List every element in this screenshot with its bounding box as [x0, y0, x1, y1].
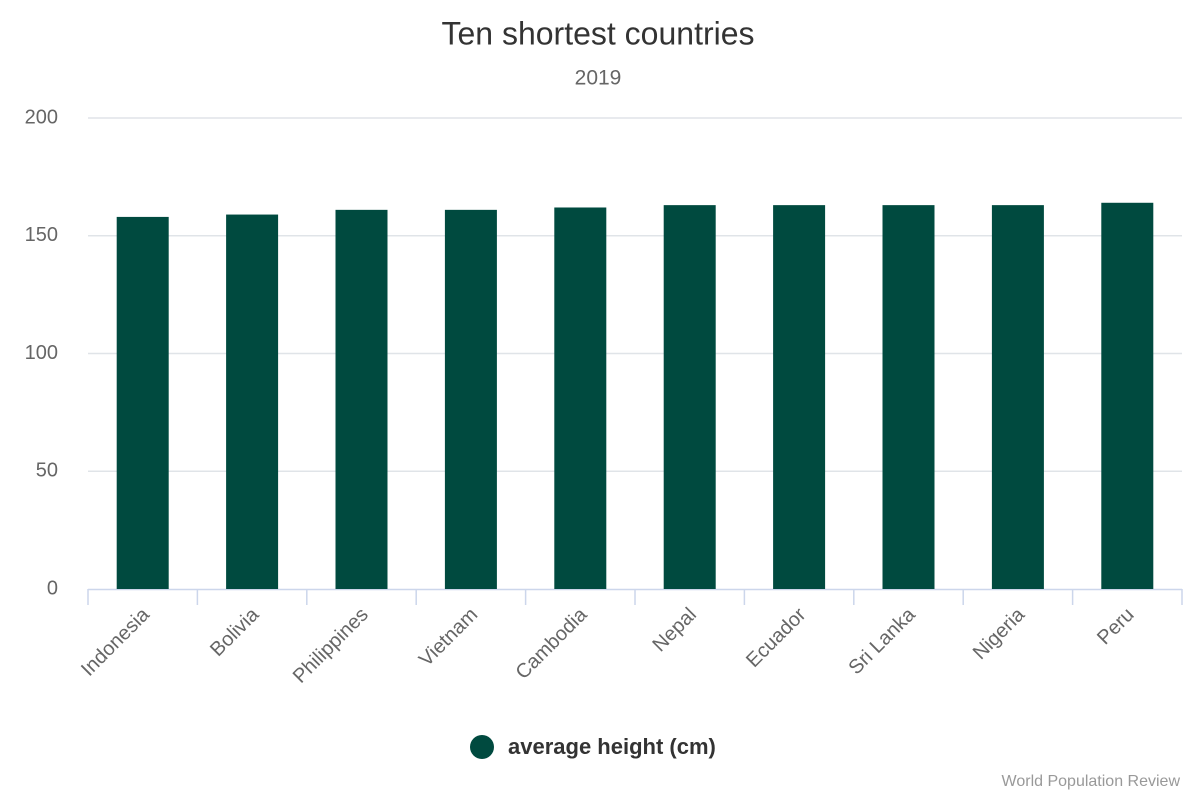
- y-tick-label: 50: [36, 460, 58, 482]
- bar: [1101, 202, 1154, 589]
- bar: [991, 205, 1044, 589]
- y-tick-label: 200: [25, 106, 58, 128]
- y-tick-label: 0: [47, 577, 58, 599]
- y-tick-label: 100: [25, 342, 58, 364]
- bar: [226, 214, 279, 589]
- bar: [773, 205, 826, 589]
- chart-subtitle: 2019: [575, 67, 622, 90]
- y-tick-label: 150: [25, 224, 58, 246]
- bar: [116, 216, 169, 589]
- chart-title: Ten shortest countries: [441, 15, 754, 51]
- bar: [444, 209, 497, 589]
- bar: [663, 205, 716, 589]
- bar: [554, 207, 607, 590]
- legend-marker: [470, 735, 494, 759]
- bar: [882, 205, 935, 589]
- bar: [335, 209, 388, 589]
- credits: World Population Review: [1002, 773, 1181, 790]
- legend-label: average height (cm): [508, 734, 716, 759]
